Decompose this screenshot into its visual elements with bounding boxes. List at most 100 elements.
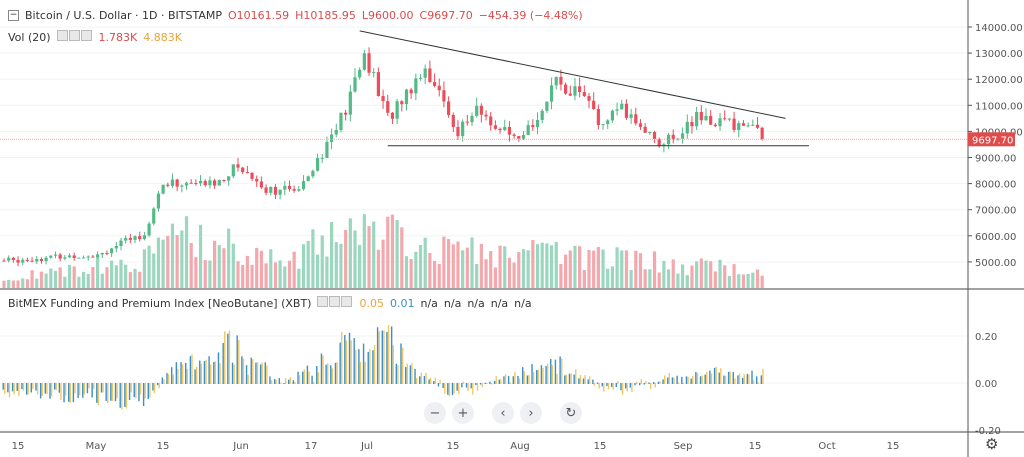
candle-body bbox=[737, 123, 741, 130]
close-icon[interactable] bbox=[341, 296, 353, 307]
eye-icon[interactable] bbox=[317, 296, 329, 307]
na-value: n/a bbox=[514, 296, 532, 310]
volume-bar bbox=[409, 259, 413, 288]
indicator-bar bbox=[587, 379, 589, 384]
indicator-bar bbox=[114, 383, 117, 402]
indicator-bar bbox=[453, 383, 455, 394]
indicator-bar bbox=[425, 372, 427, 384]
zoom-out-button[interactable]: − bbox=[424, 402, 446, 424]
candle-body bbox=[301, 181, 306, 190]
eye-icon[interactable] bbox=[56, 30, 68, 41]
volume-bar bbox=[423, 237, 427, 288]
indicator-bar bbox=[261, 362, 263, 384]
indicator-bar bbox=[415, 378, 418, 384]
indicator-bar bbox=[704, 374, 706, 384]
indicator-bar bbox=[648, 382, 650, 384]
volume-bar bbox=[681, 264, 685, 288]
indicator-bar bbox=[470, 383, 472, 389]
indicator-bar bbox=[107, 383, 109, 404]
symbol-title[interactable]: Bitcoin / U.S. Dollar · 1D · BITSTAMP bbox=[25, 9, 222, 22]
collapse-icon[interactable]: − bbox=[8, 10, 19, 21]
volume-bar bbox=[222, 248, 226, 288]
indicator-bar bbox=[355, 349, 357, 384]
volume-bar bbox=[442, 236, 446, 288]
settings-gear-icon[interactable]: ⚙ bbox=[985, 435, 999, 453]
indicator-bar bbox=[490, 383, 493, 385]
indicator-bar bbox=[615, 383, 617, 388]
candle-body bbox=[634, 114, 638, 124]
candle-body bbox=[517, 135, 521, 139]
candle-body bbox=[198, 180, 203, 184]
indicator-bar bbox=[701, 375, 703, 384]
candle-body bbox=[746, 125, 750, 127]
scroll-left-button[interactable]: ‹ bbox=[492, 402, 514, 424]
candle-body bbox=[292, 189, 296, 191]
indicator-bar bbox=[210, 364, 212, 384]
settings-icon[interactable] bbox=[329, 296, 341, 307]
indicator-bar bbox=[302, 371, 304, 384]
candle-body bbox=[67, 255, 72, 258]
indicator-bar bbox=[676, 375, 678, 384]
indicator-bar bbox=[4, 383, 6, 395]
candle-body bbox=[184, 182, 189, 186]
volume-label[interactable]: Vol (20) bbox=[8, 30, 51, 44]
candle-body bbox=[180, 185, 184, 187]
candle-body bbox=[100, 252, 104, 255]
indicator-bar bbox=[498, 379, 500, 384]
volume-bar bbox=[189, 243, 193, 288]
candle-body bbox=[751, 124, 755, 126]
candle-body bbox=[72, 255, 76, 259]
indicator-bar bbox=[156, 383, 159, 386]
indicator-bar bbox=[208, 356, 210, 384]
indicator-bar bbox=[110, 383, 112, 401]
volume-bar bbox=[241, 264, 245, 288]
zoom-in-button[interactable]: + bbox=[452, 402, 474, 424]
volume-bar bbox=[596, 247, 600, 288]
scroll-right-button[interactable]: › bbox=[520, 402, 542, 424]
indicator-bar bbox=[406, 363, 408, 384]
volume-bar bbox=[479, 243, 483, 288]
candle-body bbox=[128, 237, 132, 240]
indicator-bar bbox=[185, 362, 187, 384]
volume-bar bbox=[166, 235, 170, 288]
candle-body bbox=[231, 164, 235, 177]
indicator-bar bbox=[86, 383, 89, 394]
volume-bar bbox=[287, 260, 292, 288]
candle-body bbox=[367, 53, 371, 73]
indicator-bar bbox=[612, 383, 614, 390]
indicator-bar bbox=[447, 383, 449, 395]
volume-bar bbox=[353, 230, 357, 288]
reset-button[interactable]: ↻ bbox=[560, 402, 582, 424]
indicator-bar bbox=[336, 362, 338, 384]
candle-body bbox=[358, 69, 362, 78]
indicator-bar bbox=[161, 377, 164, 384]
candle-body bbox=[409, 89, 413, 94]
volume-bar bbox=[601, 249, 605, 288]
volume-bar bbox=[58, 267, 62, 288]
candle-body bbox=[526, 125, 530, 135]
indicator-bar bbox=[191, 354, 193, 384]
candle-body bbox=[456, 126, 460, 137]
indicator-bar bbox=[699, 376, 702, 384]
indicator-bar bbox=[256, 362, 259, 384]
candle-body bbox=[685, 121, 689, 134]
indicator-bar bbox=[573, 374, 575, 384]
time-tick-label: 15 bbox=[157, 441, 170, 452]
indicator-bar bbox=[373, 345, 376, 384]
indicator-label[interactable]: BitMEX Funding and Premium Index [NeoBut… bbox=[8, 296, 312, 310]
indicator-bar bbox=[32, 383, 34, 390]
indicator-bar bbox=[181, 364, 184, 384]
indicator-bar bbox=[517, 375, 519, 384]
indicator-bar bbox=[493, 380, 496, 384]
indicator-bar bbox=[69, 383, 72, 404]
settings-icon[interactable] bbox=[68, 30, 80, 41]
indicator-bar bbox=[228, 330, 231, 384]
volume-bar bbox=[554, 241, 558, 288]
indicator-bar bbox=[635, 381, 638, 384]
candle-body bbox=[330, 134, 334, 142]
indicator-bar bbox=[278, 378, 281, 384]
indicator-bar bbox=[582, 378, 585, 384]
indicator-bar bbox=[757, 382, 759, 384]
close-icon[interactable] bbox=[80, 30, 92, 41]
